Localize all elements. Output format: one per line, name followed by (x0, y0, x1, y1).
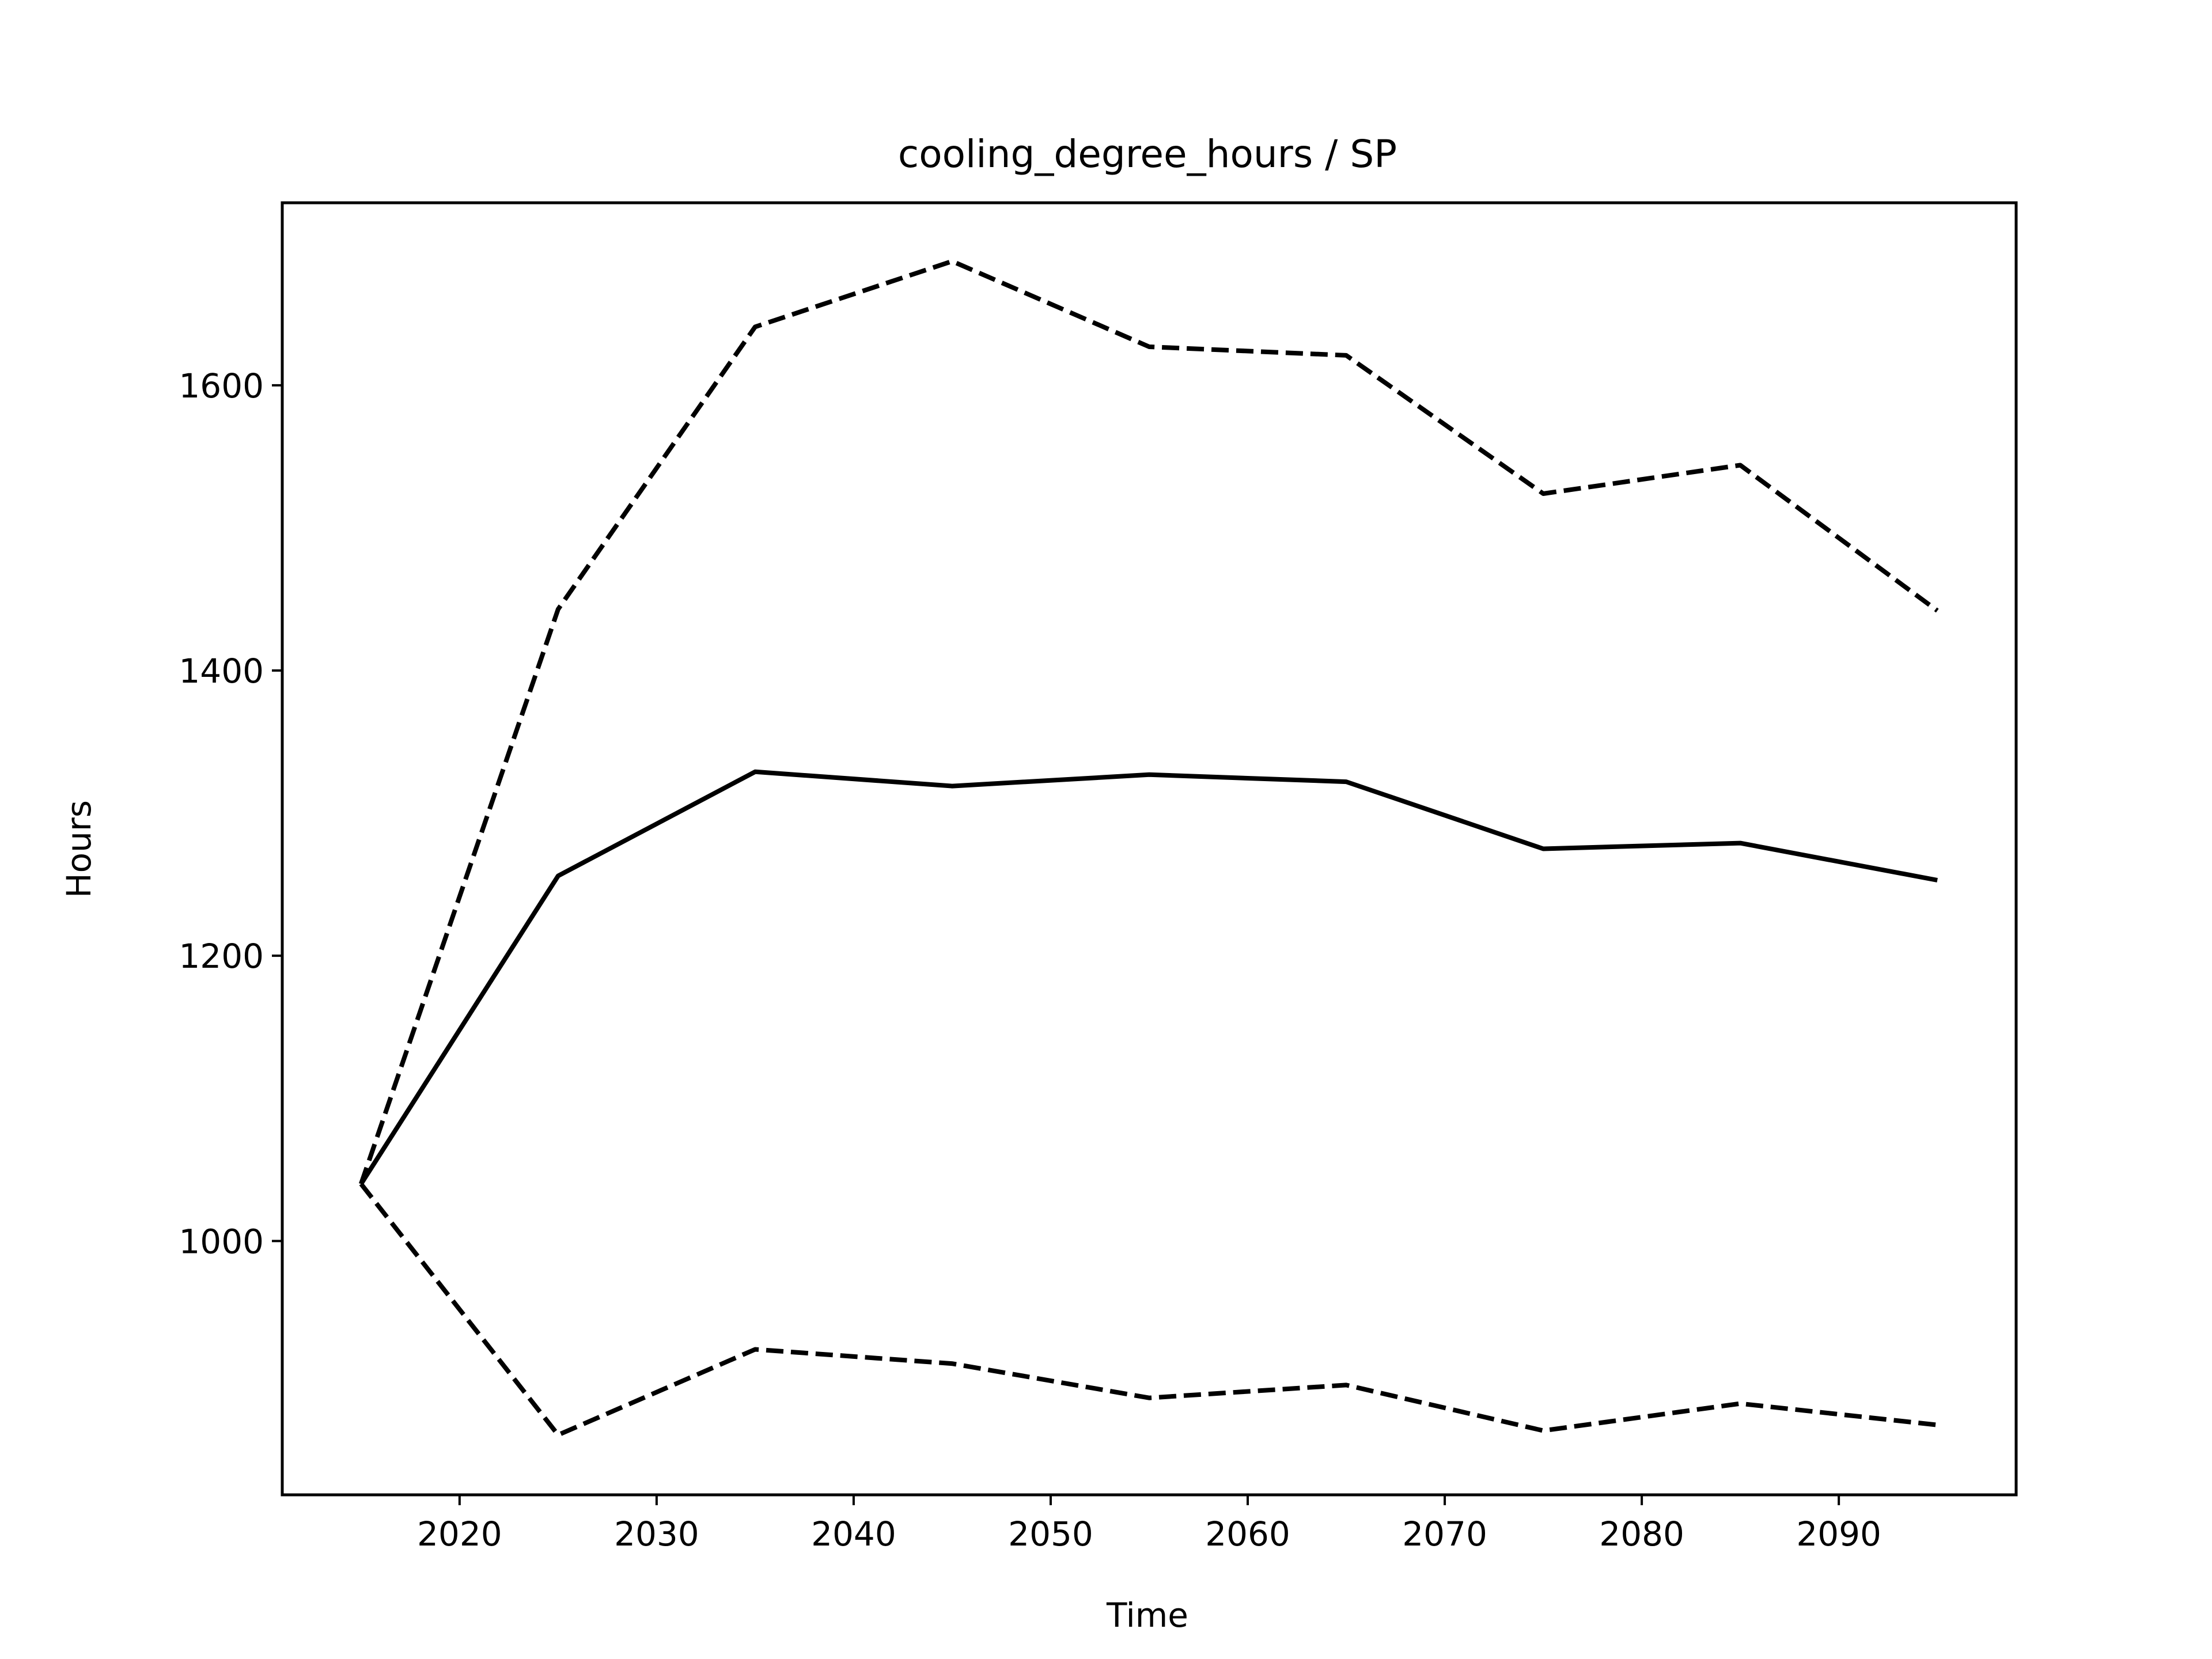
series-layer (359, 259, 1939, 1437)
y-tick-label: 1600 (179, 366, 264, 406)
x-axis: 2020 2030 2040 2050 2060 2070 2080 2090 (417, 1495, 1881, 1554)
plot-frame (281, 201, 2018, 1497)
y-tick-label: 1200 (179, 937, 264, 976)
y-axis: 1000 1200 1400 1600 (179, 366, 282, 1261)
x-tick-label: 2050 (1008, 1514, 1093, 1554)
x-tick-label: 2090 (1796, 1514, 1881, 1554)
series-median (359, 769, 1938, 1185)
series-upper-dashed (359, 259, 1939, 1185)
x-axis-label: Time (1106, 1596, 1188, 1635)
series-lower-dashed (359, 1182, 1938, 1437)
y-tick-label: 1000 (179, 1222, 264, 1261)
y-axis-label: Hours (59, 800, 99, 898)
x-tick-label: 2070 (1402, 1514, 1487, 1554)
x-tick-label: 2020 (417, 1514, 502, 1554)
y-tick-label: 1400 (179, 652, 264, 691)
chart-title: cooling_degree_hours / SP (898, 132, 1397, 176)
x-tick-label: 2080 (1599, 1514, 1684, 1554)
x-tick-label: 2040 (811, 1514, 896, 1554)
x-tick-label: 2030 (614, 1514, 699, 1554)
x-tick-label: 2060 (1205, 1514, 1290, 1554)
